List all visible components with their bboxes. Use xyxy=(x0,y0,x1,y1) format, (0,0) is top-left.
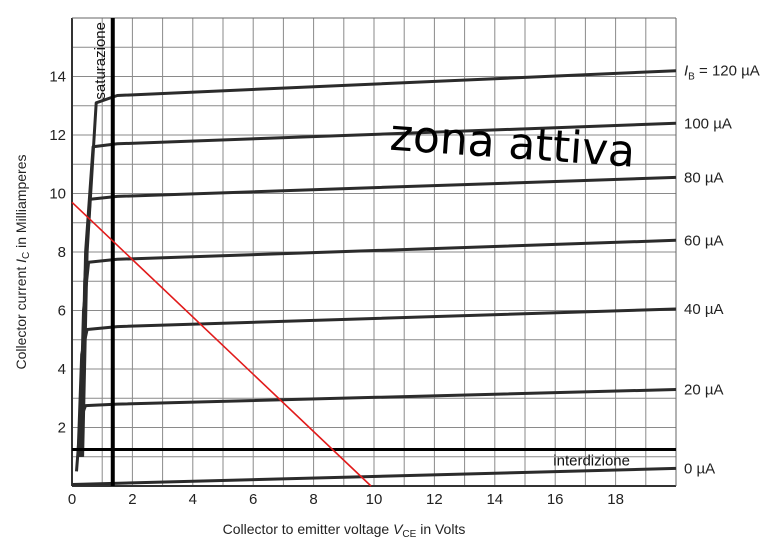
curve-label-2: 80 µA xyxy=(684,169,724,186)
x-tick-label: 0 xyxy=(68,491,76,508)
x-tick-label: 2 xyxy=(128,491,136,508)
x-tick-label: 4 xyxy=(189,491,197,508)
cutoff-label: interdizione xyxy=(553,452,630,469)
curve-4 xyxy=(76,307,677,457)
y-tick-label: 8 xyxy=(58,244,66,261)
load-line xyxy=(71,201,372,487)
curve-label-4: 40 µA xyxy=(684,301,724,318)
y-tick-label: 14 xyxy=(49,69,66,86)
x-tick-label: 14 xyxy=(486,491,503,508)
curve-label-0: IB = 120 µA xyxy=(684,63,760,83)
saturation-label: saturazione xyxy=(92,22,109,100)
curve-6 xyxy=(71,466,677,486)
y-tick-label: 10 xyxy=(49,186,66,203)
x-tick-label: 18 xyxy=(607,491,624,508)
y-tick-label: 6 xyxy=(58,303,66,320)
x-tick-label: 10 xyxy=(366,491,383,508)
curve-label-1: 100 µA xyxy=(684,115,732,132)
x-tick-label: 6 xyxy=(249,491,257,508)
x-tick-label: 12 xyxy=(426,491,443,508)
axes xyxy=(71,17,677,487)
y-tick-label: 12 xyxy=(49,127,66,144)
y-tick-label: 2 xyxy=(58,420,66,437)
y-tick-label: 4 xyxy=(58,361,66,378)
x-tick-label: 16 xyxy=(547,491,564,508)
x-tick-label: 8 xyxy=(309,491,317,508)
curve-label-6: 0 µA xyxy=(684,460,715,477)
curve-label-3: 60 µA xyxy=(684,232,724,249)
x-axis-title: Collector to emitter voltage VCE in Volt… xyxy=(223,521,466,540)
y-axis-title: Collector current IC in Milliamperes xyxy=(13,155,32,370)
region-lines xyxy=(71,18,676,487)
curves xyxy=(71,69,677,486)
curve-5 xyxy=(75,388,677,472)
curve-label-5: 20 µA xyxy=(684,381,724,398)
